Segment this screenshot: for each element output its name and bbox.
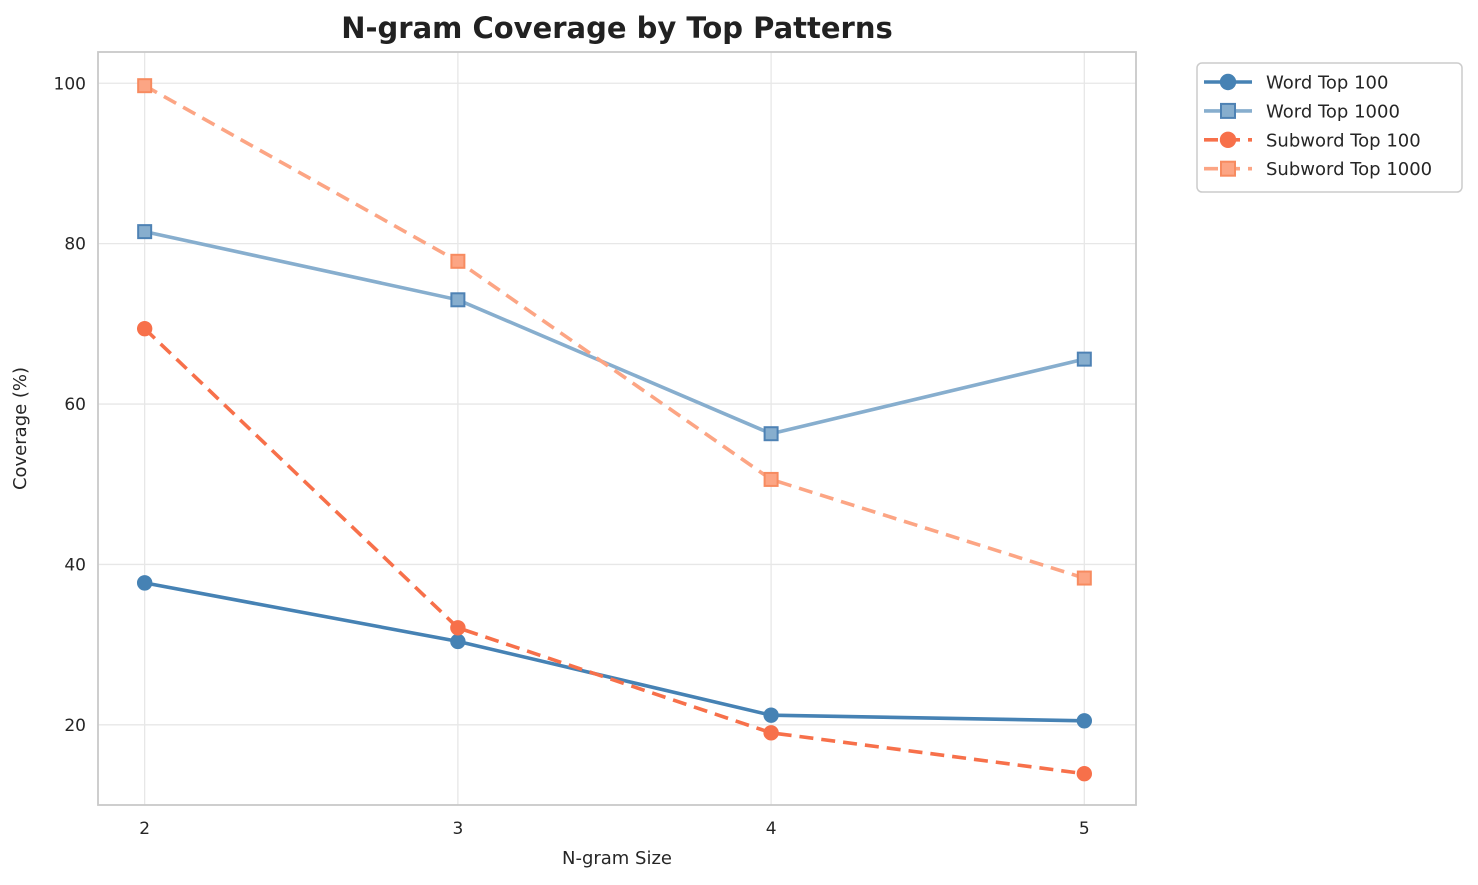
legend-box (1196, 62, 1463, 193)
data-point-subword-top-100 (136, 320, 153, 337)
legend-item-word-top-100: Word Top 100 (1204, 73, 1388, 94)
data-point-subword-top-1000 (450, 253, 466, 269)
data-point-subword-top-1000 (137, 78, 153, 94)
x-tick-label: 4 (766, 819, 777, 839)
legend-marker-sample (1220, 160, 1236, 177)
data-point-word-top-100 (136, 575, 153, 591)
y-tick-label: 60 (64, 395, 86, 415)
legend: Word Top 100 Word Top 1000 Subword Top 100… (1196, 62, 1463, 193)
series-line-word-top-100 (144, 581, 1085, 723)
y-tick-label: 40 (64, 555, 86, 575)
chart-title: N-gram Coverage by Top Patterns (341, 11, 893, 45)
y-tick-label: 20 (64, 716, 86, 736)
y-axis-label: Coverage (%) (10, 367, 31, 490)
data-point-subword-top-100 (1076, 766, 1093, 782)
legend-label: Subword Top 1000 (1266, 159, 1432, 180)
legend-marker-sample (1219, 131, 1237, 149)
data-point-word-top-1000 (1076, 351, 1092, 367)
x-tick-label: 2 (139, 819, 150, 839)
data-point-subword-top-1000 (763, 471, 779, 487)
series-line-word-top-1000 (144, 229, 1085, 436)
data-point-word-top-100 (1076, 713, 1093, 729)
legend-label: Subword Top 100 (1266, 130, 1421, 151)
x-tick-label: 5 (1079, 819, 1090, 839)
legend-item-subword-top-1000: Subword Top 1000 (1204, 159, 1432, 180)
y-tick-label: 80 (64, 235, 86, 255)
data-point-word-top-100 (763, 707, 779, 723)
x-axis-label: N-gram Size (562, 848, 672, 869)
data-point-subword-top-1000 (1076, 570, 1092, 586)
data-point-subword-top-100 (763, 725, 779, 741)
plot-border (97, 51, 1137, 806)
legend-label: Word Top 100 (1266, 73, 1388, 94)
legend-item-word-top-1000: Word Top 1000 (1204, 101, 1400, 122)
x-tick-label: 3 (452, 819, 463, 839)
y-tick-label: 100 (54, 74, 86, 94)
data-point-word-top-1000 (137, 224, 153, 240)
data-point-word-top-1000 (763, 426, 779, 442)
legend-marker-sample (1219, 73, 1237, 91)
legend-marker-sample (1220, 102, 1236, 119)
series-line-subword-top-100 (143, 327, 1085, 776)
legend-item-subword-top-100: Subword Top 100 (1204, 130, 1421, 151)
series-line-subword-top-1000 (143, 84, 1085, 580)
data-point-word-top-100 (450, 633, 466, 650)
data-point-subword-top-100 (450, 620, 466, 636)
legend-label: Word Top 1000 (1266, 101, 1400, 122)
data-point-word-top-1000 (450, 292, 466, 308)
